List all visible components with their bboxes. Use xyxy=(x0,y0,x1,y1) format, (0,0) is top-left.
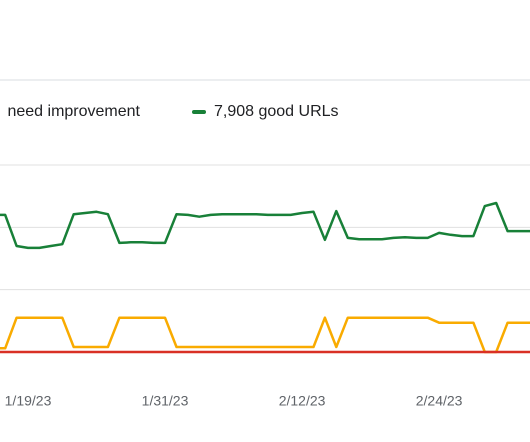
x-tick-label: 1/31/23 xyxy=(142,393,189,409)
legend-label: 7,908 good URLs xyxy=(214,103,339,120)
series-line xyxy=(0,201,530,250)
x-tick-label: 2/12/23 xyxy=(279,393,326,409)
plot-area xyxy=(0,201,530,354)
x-axis: 1/19/23 1/31/23 2/12/23 2/24/23 xyxy=(5,393,463,409)
legend: need improvement 7,908 good URLs xyxy=(7,103,338,120)
series-line xyxy=(0,316,530,354)
legend-label: need improvement xyxy=(7,103,140,120)
x-tick-label: 1/19/23 xyxy=(5,393,52,409)
x-tick-label: 2/24/23 xyxy=(416,393,463,409)
